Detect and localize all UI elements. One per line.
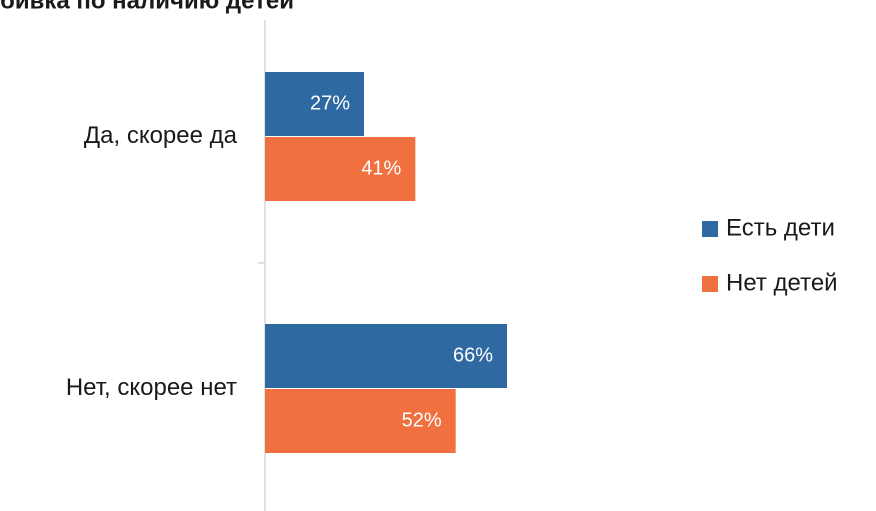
- chart-title: бивка по наличию детей: [0, 0, 294, 14]
- legend-swatch: [702, 221, 718, 237]
- bar: [265, 72, 365, 136]
- category-label: Нет, скорее нет: [66, 374, 237, 401]
- value-label: 52%: [402, 409, 442, 431]
- bar: [265, 137, 416, 201]
- value-label: 27%: [310, 92, 350, 114]
- bar: [265, 389, 456, 453]
- bar: [265, 324, 508, 388]
- legend-swatch: [702, 276, 718, 292]
- value-label: 41%: [361, 157, 401, 179]
- value-label: 66%: [453, 344, 493, 366]
- category-label: Да, скорее да: [84, 122, 238, 149]
- legend-label: Нет детей: [726, 269, 838, 296]
- legend-label: Есть дети: [726, 214, 835, 241]
